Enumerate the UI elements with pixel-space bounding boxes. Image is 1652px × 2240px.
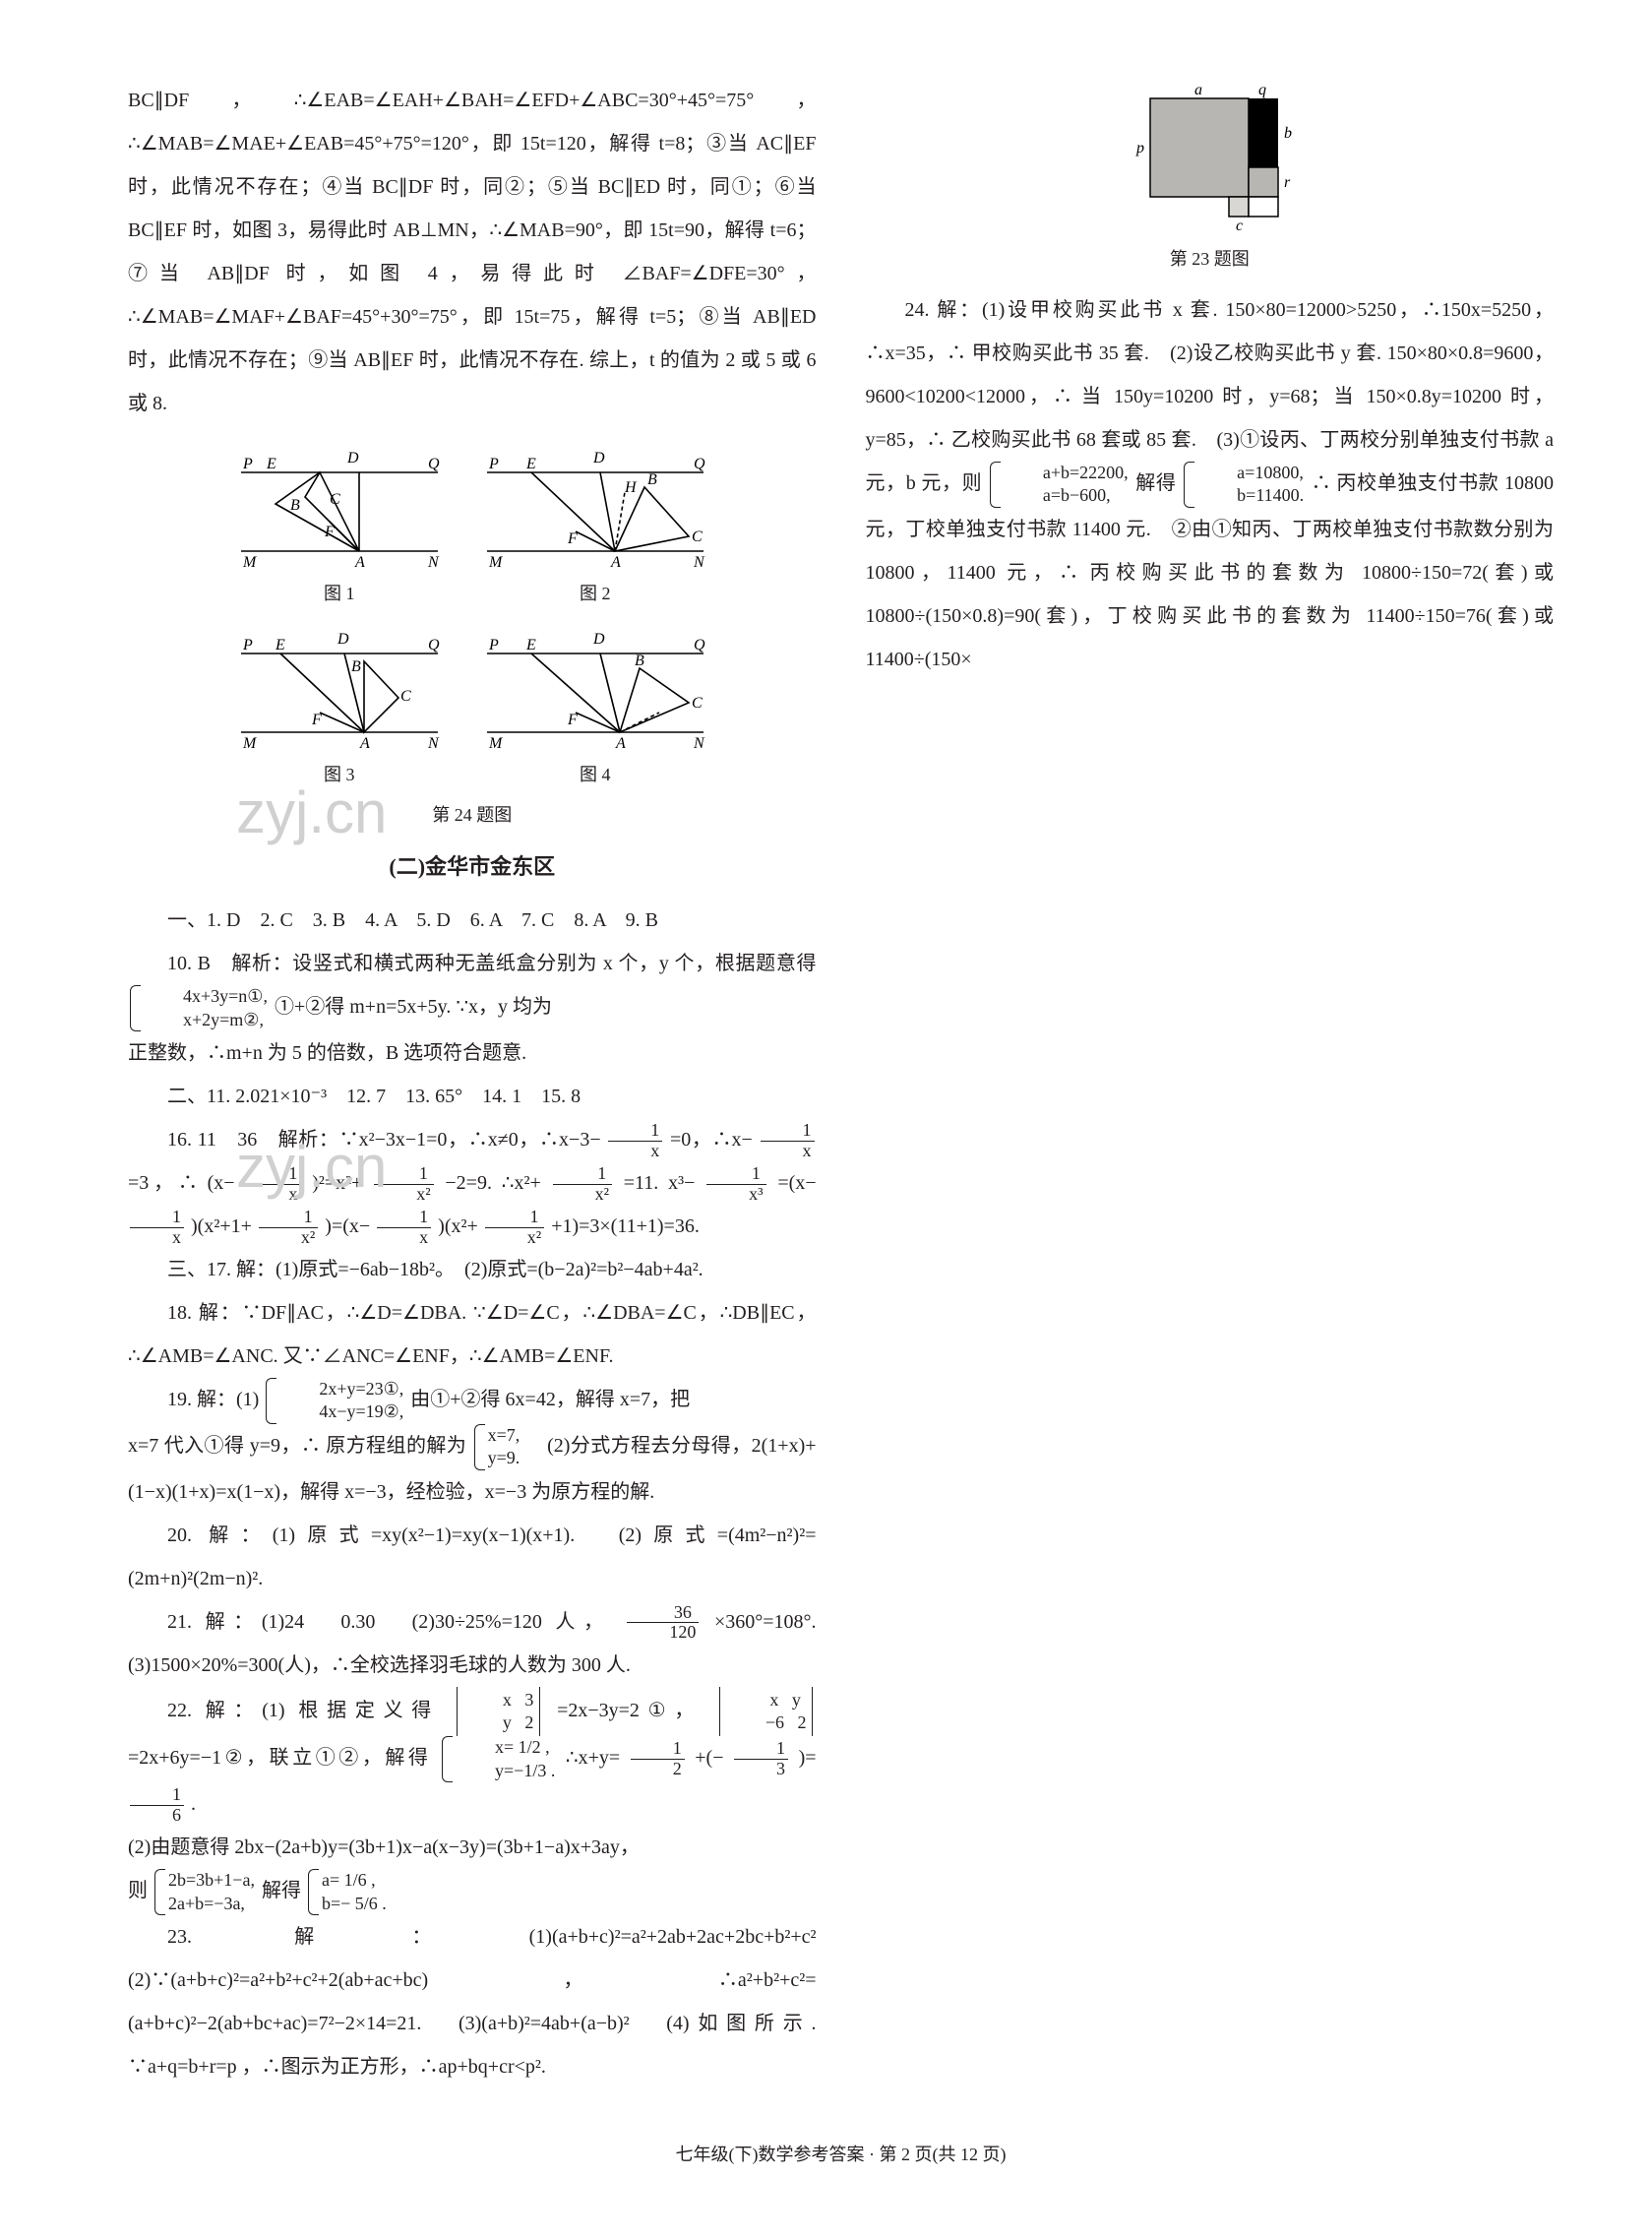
q19: 19. 解：(1) 2x+y=23①, 4x−y=19②, 由①+②得 6x=4… [128,1378,817,1424]
svg-text:C: C [400,688,411,705]
svg-text:a: a [1194,82,1202,98]
q24-sys1: a+b=22200, a=b−600, [990,462,1129,508]
svg-text:r: r [1284,174,1291,191]
left-para-1: BC∥DF，∴∠EAB=∠EAH+∠BAH=∠EFD+∠ABC=30°+45°=… [128,79,817,425]
svg-text:H: H [624,479,638,496]
fig3-caption: 图 3 [324,756,355,795]
q22-sol2: a= 1/6 , b=− 5/6 . [308,1869,387,1915]
svg-text:F: F [324,524,335,540]
figure-3-svg: P E D Q B C F M A N [231,614,448,752]
svg-text:A: A [610,554,621,571]
q22-2a: (2)由题意得 2bx−(2a+b)y=(3b+1)x−a(x−3y)=(3b+… [128,1826,817,1869]
q23-caption: 第 23 题图 [1121,240,1298,280]
q21: 21. 解：(1)24 0.30 (2)30÷25%=120 人， 36120 … [128,1600,817,1687]
svg-text:N: N [427,554,440,571]
fill-answers: 二、11. 2.021×10⁻³ 12. 7 13. 65° 14. 1 15.… [128,1075,817,1118]
figure-24-overall-caption: 第 24 题图 [128,796,817,836]
svg-text:B: B [351,658,361,675]
svg-text:D: D [592,450,605,467]
svg-text:F: F [567,530,578,547]
svg-text:q: q [1258,82,1266,98]
svg-text:Q: Q [694,456,705,472]
svg-text:A: A [354,554,365,571]
q23-svg: a q p b r c [1121,79,1298,236]
q20: 20. 解：(1)原式=xy(x²−1)=xy(x−1)(x+1). (2)原式… [128,1514,817,1600]
svg-text:E: E [525,637,536,653]
svg-text:E: E [525,456,536,472]
figure-24-block: PE DQ BC F MAN 图 1 [128,433,817,836]
svg-text:A: A [615,735,626,752]
svg-text:P: P [242,637,253,653]
svg-text:E: E [266,456,276,472]
q22-det2: x y −6 2 [719,1687,814,1737]
fig2-caption: 图 2 [580,575,611,614]
svg-text:F: F [567,712,578,728]
q24-sol: a=10800, b=11400. [1184,462,1304,508]
q19-system: 2x+y=23①, 4x−y=19②, [266,1378,403,1424]
q10-tail: 正整数，∴m+n 为 5 的倍数，B 选项符合题意. [128,1031,817,1075]
fig4-caption: 图 4 [580,756,611,795]
q22-det1: x 3 y 2 [457,1687,541,1737]
svg-text:D: D [592,631,605,648]
svg-text:F: F [311,712,322,728]
svg-text:C: C [692,529,703,545]
svg-text:M: M [242,735,258,752]
q22-sol1: x= 1/2 , y=−1/3 . [442,1736,555,1782]
svg-text:D: D [337,631,349,648]
q18: 18. 解：∵DF∥AC，∴∠D=∠DBA. ∵∠D=∠C，∴∠DBA=∠C，∴… [128,1291,817,1378]
q24: 24. 解：(1)设甲校购买此书 x 套. 150×80=12000>5250，… [866,288,1555,681]
page-content: BC∥DF，∴∠EAB=∠EAH+∠BAH=∠EFD+∠ABC=30°+45°=… [128,79,1554,2106]
svg-text:B: B [290,497,300,514]
svg-text:E: E [275,637,285,653]
q10-system: 4x+3y=n①, x+2y=m②, [130,985,268,1031]
svg-text:D: D [346,450,359,467]
svg-text:Q: Q [694,637,705,653]
svg-text:M: M [242,554,258,571]
q10-pre: 10. B 解析：设竖式和横式两种无盖纸盒分别为 x 个，y 个，根据题意得 [167,953,817,974]
svg-text:B: B [635,653,644,669]
q10-mid: ①+②得 m+n=5x+5y. ∵x，y 均为 [275,996,552,1018]
right-p1: x=7 代入①得 y=9，∴ 原方程组的解为 x=7, y=9. (2)分式方程… [128,1424,817,1514]
figure-1-svg: PE D Q B C F M A N [231,433,448,571]
q22-sys2: 2b=3b+1−a, 2a+b=−3a, [154,1869,255,1915]
svg-text:M: M [488,735,504,752]
svg-text:C: C [330,491,340,508]
q22-1: 22. 解：(1) 根据定义得 x 3 y 2 =2x−3y=2①， x y −… [128,1687,817,1827]
svg-text:Q: Q [428,637,440,653]
page-footer: 七年级(下)数学参考答案 · 第 2 页(共 12 页) [128,2136,1554,2175]
svg-text:N: N [427,735,440,752]
svg-text:P: P [488,456,499,472]
svg-text:A: A [359,735,370,752]
figure-2-svg: P E D Q HB F C M A N [477,433,713,571]
mc-answers: 一、1. D 2. C 3. B 4. A 5. D 6. A 7. C 8. … [128,899,817,942]
svg-text:C: C [692,695,703,712]
svg-text:M: M [488,554,504,571]
svg-text:P: P [488,637,499,653]
q23-figure: a q p b r c 第 23 题图 [866,79,1555,280]
svg-text:P: P [242,456,253,472]
q10: 10. B 解析：设竖式和横式两种无盖纸盒分别为 x 个，y 个，根据题意得 4… [128,942,817,1031]
q22-2b: 则 2b=3b+1−a, 2a+b=−3a, 解得 a= 1/6 , b=− 5… [128,1869,817,1915]
q16: 16. 11 36 解析：∵x²−3x−1=0，∴x≠0，∴x−3− 1x =0… [128,1118,817,1248]
section-2-title: (二)金华市金东区 [128,843,817,891]
svg-text:N: N [693,554,705,571]
svg-text:N: N [693,735,705,752]
q23: 23. 解：(1)(a+b+c)²=a²+2ab+2ac+2bc+b²+c² (… [128,1915,817,2088]
svg-text:c: c [1236,218,1243,234]
fig1-caption: 图 1 [324,575,355,614]
svg-text:Q: Q [428,456,440,472]
svg-text:B: B [647,471,657,488]
q17: 三、17. 解：(1)原式=−6ab−18b²。 (2)原式=(b−2a)²=b… [128,1248,817,1291]
r-p1-sol: x=7, y=9. [474,1424,520,1470]
svg-text:b: b [1284,125,1292,142]
svg-text:p: p [1135,140,1144,156]
figure-4-svg: P E D Q B C F M A N [477,614,713,752]
